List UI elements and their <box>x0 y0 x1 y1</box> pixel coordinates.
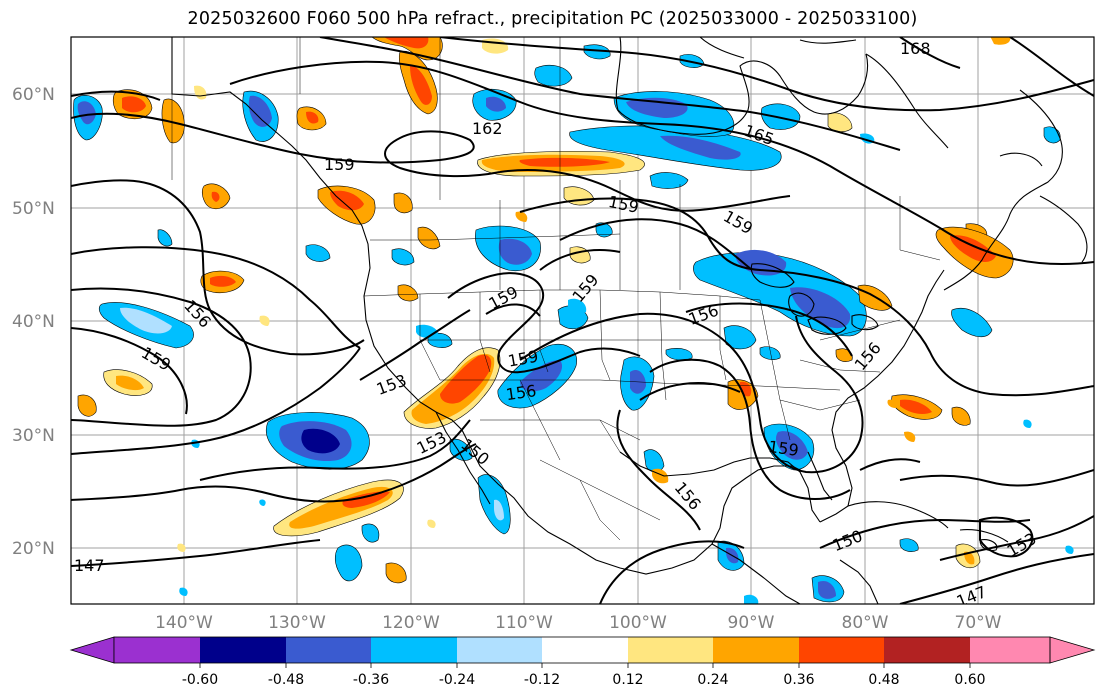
colorbar-cell <box>114 637 200 663</box>
colorbar-cell <box>371 637 457 663</box>
contour-label: 147 <box>74 556 105 575</box>
colorbar-cell <box>799 637 884 663</box>
lon-label-110w: 110°W <box>495 613 553 633</box>
colorbar-tick-label: -0.24 <box>439 672 475 688</box>
lat-label-40: 40°N <box>12 312 55 332</box>
colorbar-cell <box>542 637 628 663</box>
shaded-anomalies <box>73 37 1074 604</box>
colorbar-tick-label: 0.36 <box>783 672 814 688</box>
colorbar-extend-high <box>1049 636 1096 664</box>
contour-label: 162 <box>472 119 503 138</box>
lon-label-90w: 90°W <box>728 613 775 633</box>
colorbar-cell <box>970 637 1050 663</box>
latitude-axis: 60°N 50°N 40°N 30°N 20°N <box>12 85 55 559</box>
contour-label: 159 <box>767 437 800 460</box>
lon-label-120w: 120°W <box>382 613 440 633</box>
lat-label-20: 20°N <box>12 539 55 559</box>
boundaries <box>171 37 941 541</box>
colorbar-tick-label: -0.60 <box>182 672 218 688</box>
lon-label-130w: 130°W <box>268 613 326 633</box>
lon-label-140w: 140°W <box>155 613 213 633</box>
contour-label: 156 <box>505 381 538 404</box>
longitude-axis: 140°W 130°W 120°W 110°W 100°W 90°W 80°W … <box>155 613 1002 633</box>
colorbar-tick-label: -0.36 <box>353 672 389 688</box>
map-title: 2025032600 F060 500 hPa refract., precip… <box>187 9 918 29</box>
colorbar-tick-label: 0.48 <box>868 672 899 688</box>
lon-label-100w: 100°W <box>609 613 667 633</box>
lat-label-50: 50°N <box>12 199 55 219</box>
colorbar-cell <box>457 637 542 663</box>
colorbar-cell <box>286 637 371 663</box>
colorbar-frame <box>113 636 1051 664</box>
lat-label-30: 30°N <box>12 426 55 446</box>
colorbar-cell <box>628 637 713 663</box>
colorbar-cell <box>884 637 970 663</box>
colorbar-tick-label: 0.24 <box>697 672 728 688</box>
map-frame <box>70 36 1095 605</box>
lon-label-70w: 70°W <box>955 613 1002 633</box>
coastlines <box>171 37 1088 604</box>
colorbar: -0.60 -0.48 -0.36 -0.24 -0.12 0.12 0.24 … <box>69 636 1096 688</box>
colorbar-tick-label: 0.60 <box>954 672 985 688</box>
colorbar-tick-label: -0.48 <box>268 672 304 688</box>
lon-label-80w: 80°W <box>842 613 889 633</box>
colorbar-tick-label: 0.12 <box>612 672 643 688</box>
contour-label: 168 <box>900 39 931 58</box>
colorbar-ticks <box>199 663 971 668</box>
colorbar-cell <box>713 637 799 663</box>
colorbar-extend-low <box>69 636 115 664</box>
contour-label: 159 <box>324 155 355 174</box>
contour-lines <box>71 37 1094 604</box>
lat-label-60: 60°N <box>12 85 55 105</box>
colorbar-cell <box>200 637 286 663</box>
colorbar-tick-label: -0.12 <box>524 672 560 688</box>
